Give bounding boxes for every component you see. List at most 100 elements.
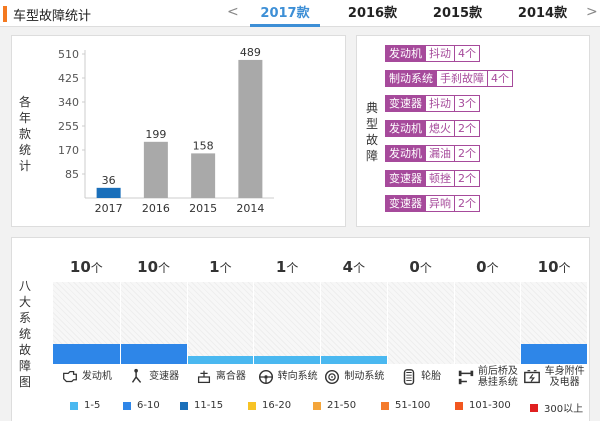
system-count: 1个 <box>188 258 254 276</box>
title-accent-bar <box>3 6 7 22</box>
system-label: 离合器 <box>188 364 254 389</box>
fault-row[interactable]: 发动机 漏油 2个 <box>385 145 480 162</box>
fault-count-tag: 4个 <box>488 70 513 87</box>
system-fault-bar <box>53 344 120 364</box>
fault-row[interactable]: 变速器 异响 2个 <box>385 195 480 212</box>
bar-value-label: 158 <box>193 139 214 152</box>
battery-icon <box>524 369 541 383</box>
bar-2017 <box>96 187 121 198</box>
y-tick-label: 340 <box>58 96 79 109</box>
fault-name-tag: 手刹故障 <box>437 70 488 87</box>
system-name: 轮胎 <box>421 371 442 382</box>
system-fault-bar <box>120 344 187 364</box>
system-count-value: 10 <box>537 258 559 276</box>
fault-name-tag: 漏油 <box>426 145 455 162</box>
y-tick-label: 425 <box>58 72 79 85</box>
legend-label: 51-100 <box>395 400 431 411</box>
side-label-char: 故 <box>18 343 31 357</box>
system-count-unit: 个 <box>90 261 103 275</box>
legend-item: 11-15 <box>180 400 223 411</box>
legend-item: 6-10 <box>123 400 160 411</box>
x-tick-label: 2017 <box>95 202 123 215</box>
fault-category-tag: 发动机 <box>385 145 426 162</box>
system-column[interactable]: 4个制动系统 <box>320 246 387 389</box>
fault-row[interactable]: 变速器 抖动 3个 <box>385 95 480 112</box>
system-count: 0个 <box>455 258 521 276</box>
legend-label: 16-20 <box>262 400 292 411</box>
fault-row[interactable]: 发动机 抖动 4个 <box>385 45 480 62</box>
system-column[interactable]: 1个转向系统 <box>253 246 320 389</box>
prev-arrow-icon[interactable]: < <box>227 4 239 20</box>
fault-row[interactable]: 发动机 熄火 2个 <box>385 120 480 137</box>
system-label: 变速器 <box>121 364 187 389</box>
system-count: 1个 <box>254 258 320 276</box>
systems-panel: 八大系统故障图 10个 发动机 10个 变速器 1个 离合器 1个 转向系统 4个 制动系统 0个轮… <box>11 237 590 421</box>
x-tick-label: 2015 <box>189 202 217 215</box>
system-column[interactable]: 10个发动机 <box>53 246 120 389</box>
system-label: 转向系统 <box>254 364 320 389</box>
system-column[interactable]: 0个前后桥及悬挂系统 <box>453 246 521 389</box>
fault-name-tag: 抖动 <box>426 95 455 112</box>
bar-value-label: 36 <box>102 174 116 187</box>
fault-name-tag: 抖动 <box>426 45 455 62</box>
y-tick-label: 170 <box>58 144 79 157</box>
systems-grid: 10个 发动机 10个 变速器 1个 离合器 1个 转向系统 4个 制动系统 0个 轮胎 0个 前后桥及悬… <box>53 246 587 389</box>
y-tick-label: 255 <box>58 120 79 133</box>
system-bar-track <box>454 282 521 364</box>
fault-row[interactable]: 变速器 顿挫 2个 <box>385 170 480 187</box>
side-label-char: 款 <box>18 127 31 141</box>
system-bar-track <box>187 282 254 364</box>
legend-swatch <box>530 403 538 412</box>
system-count-value: 1 <box>209 258 220 276</box>
tab-2014[interactable]: 2014款 <box>517 6 568 21</box>
side-label-char: 大 <box>18 295 31 309</box>
system-count-value: 4 <box>342 258 354 276</box>
system-count-unit: 个 <box>486 261 499 275</box>
next-arrow-icon[interactable]: > <box>586 4 598 20</box>
system-name: 离合器 <box>215 371 246 382</box>
legend-item: 1-5 <box>70 400 100 411</box>
system-count-value: 1 <box>275 258 287 276</box>
side-label-char: 各 <box>18 95 31 109</box>
system-count-unit: 个 <box>419 261 432 275</box>
tab-2015[interactable]: 2015款 <box>432 6 483 21</box>
legend-item: 300以上 <box>530 400 583 415</box>
year-stats-panel: 各年款统计 85 170 255 340 425 510 36 2017 199 2016 158 2… <box>11 35 346 227</box>
tire-icon <box>403 368 415 385</box>
fault-category-tag: 变速器 <box>385 170 426 187</box>
legend-label: 11-15 <box>194 400 224 411</box>
system-count: 4个 <box>321 258 387 276</box>
system-column[interactable]: 10个 车身附件及电器 <box>520 246 587 389</box>
legend-item: 21-50 <box>313 400 356 411</box>
system-name: 变速器 <box>149 371 180 382</box>
fault-category-tag: 发动机 <box>385 45 426 62</box>
typical-faults-side-label: 典型故障 <box>365 100 379 164</box>
legend-swatch <box>381 401 389 410</box>
typical-faults-panel: 典型故障 发动机 抖动 4个 制动系统 手刹故障 4个 变速器 抖动 3个 发动机 熄火 2个 发动机漏… <box>356 35 590 227</box>
y-tick-label: 85 <box>65 168 79 181</box>
steering-wheel-icon <box>258 369 273 384</box>
legend-item: 51-100 <box>381 400 430 411</box>
system-label: 制动系统 <box>321 364 387 389</box>
system-name: 前后桥及悬挂系统 <box>477 365 518 388</box>
legend-label: 6-10 <box>137 400 160 411</box>
x-tick-label: 2014 <box>236 202 264 215</box>
system-count-value: 0 <box>409 258 420 276</box>
system-count: 10个 <box>53 258 120 276</box>
system-name: 发动机 <box>81 371 112 382</box>
legend-label: 1-5 <box>84 400 101 411</box>
year-bar-chart: 85 170 255 340 425 510 36 2017 199 2016 158 2015 489… <box>58 46 274 215</box>
tab-2017[interactable]: 2017款 <box>250 0 320 27</box>
side-label-char: 年 <box>18 111 31 125</box>
side-label-char: 典 <box>365 101 378 115</box>
system-label: 轮胎 <box>388 364 454 389</box>
fault-category-tag: 制动系统 <box>385 70 437 87</box>
tab-2016[interactable]: 2016款 <box>347 6 398 21</box>
system-column[interactable]: 1个离合器 <box>186 246 254 389</box>
fault-row[interactable]: 制动系统 手刹故障 4个 <box>385 70 513 87</box>
side-label-char: 型 <box>365 117 378 131</box>
side-label-char: 统 <box>18 143 31 157</box>
bar-2015 <box>191 153 216 198</box>
system-column[interactable]: 10个 变速器 <box>119 246 187 389</box>
system-column[interactable]: 0个轮胎 <box>386 246 454 389</box>
